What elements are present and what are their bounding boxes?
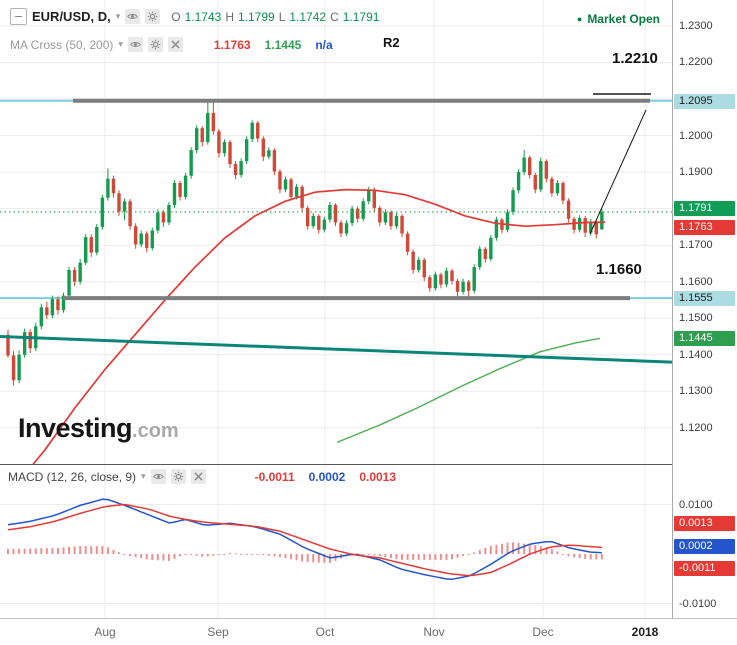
settings-gear-icon[interactable] — [170, 469, 186, 484]
high-label: H — [225, 9, 234, 24]
ohlc-readout: O 1.1743 H 1.1799 L 1.1742 C 1.1791 — [171, 10, 379, 24]
price-scale-badge: 1.1763 — [674, 220, 735, 235]
ma-cross-label[interactable]: MA Cross (50, 200) — [10, 37, 114, 52]
time-axis-label: 2018 — [631, 625, 659, 639]
open-value: 1.1743 — [184, 9, 222, 24]
symbol-title[interactable]: EUR/USD, D, — [32, 9, 111, 24]
macd-scale-badge: 0.0002 — [674, 539, 735, 554]
close-value: 1.1791 — [342, 9, 380, 24]
chevron-down-icon[interactable]: ▾ — [118, 39, 123, 49]
investing-logo: Investing .com — [18, 413, 179, 444]
macd-chart-canvas[interactable] — [0, 465, 672, 618]
price-scale-badge: 1.1555 — [674, 291, 735, 306]
macd-panel: MACD (12, 26, close, 9) ▾ -0.0011 0.0002… — [0, 465, 672, 618]
price-scale[interactable]: 1.2300 1.2200 1.2000 1.1900 1.1700 1.1600 1.15… — [672, 0, 737, 618]
market-open-dot-icon: ● — [576, 14, 583, 24]
ma-cross-values: 1.1763 1.1445 n/a — [214, 38, 333, 52]
macd-histogram-value: -0.0011 — [254, 469, 295, 484]
time-axis-label: Sep — [207, 625, 229, 639]
price-scale-badge: 1.1791 — [674, 201, 735, 216]
collapse-panel-icon[interactable] — [10, 8, 27, 25]
close-label: C — [330, 9, 339, 24]
chevron-down-icon[interactable]: ▾ — [141, 471, 146, 481]
macd-line-value: 0.0002 — [308, 469, 346, 484]
price-scale-label: 1.1900 — [679, 166, 713, 178]
ma-cross-indicator-row: MA Cross (50, 200) ▾ 1.1763 1.1445 n/a — [10, 37, 333, 52]
macd-scale-label: -0.0100 — [679, 598, 717, 610]
panel-divider[interactable] — [0, 464, 737, 465]
time-axis-label: Nov — [423, 625, 445, 639]
symbol-header: EUR/USD, D, ▾ O 1.1743 H 1.1799 L 1.1742… — [10, 8, 379, 25]
logo-suffix: .com — [132, 420, 179, 442]
price-scale-badge: 1.2095 — [674, 94, 735, 109]
macd-scale-label: 0.0100 — [679, 499, 713, 511]
logo-text: Investing — [18, 413, 133, 443]
high-value: 1.1799 — [237, 9, 275, 24]
time-axis-label: Dec — [532, 625, 554, 639]
main-chart-panel: R2 1.2210 1.1660 EUR/USD, D, ▾ O 1.1743 H … — [0, 0, 672, 464]
close-icon[interactable] — [190, 469, 206, 484]
macd-values: -0.0011 0.0002 0.0013 — [255, 470, 396, 484]
svg-text:1.1660: 1.1660 — [596, 261, 642, 278]
price-scale-label: 1.1200 — [679, 422, 713, 434]
price-scale-label: 1.2200 — [679, 56, 713, 68]
settings-gear-icon[interactable] — [147, 37, 163, 52]
visibility-eye-icon[interactable] — [127, 37, 143, 52]
price-chart-canvas[interactable]: R2 1.2210 1.1660 — [0, 0, 672, 464]
ma50-value: 1.1763 — [213, 37, 251, 52]
price-scale-label: 1.1300 — [679, 385, 713, 397]
low-value: 1.1742 — [289, 9, 327, 24]
macd-label[interactable]: MACD (12, 26, close, 9) — [8, 469, 137, 484]
time-axis-label: Oct — [315, 625, 335, 639]
svg-text:1.2210: 1.2210 — [612, 50, 658, 67]
macd-scale-badge: 0.0013 — [674, 516, 735, 531]
close-icon[interactable] — [167, 37, 183, 52]
ma200-value: 1.1445 — [264, 37, 302, 52]
market-status: ● Market Open — [577, 12, 660, 26]
price-scale-label: 1.1500 — [679, 312, 713, 324]
time-axis-label: Aug — [94, 625, 116, 639]
price-scale-badge: 1.1445 — [674, 331, 735, 346]
price-scale-label: 1.1400 — [679, 349, 713, 361]
macd-signal-value: 0.0013 — [359, 469, 397, 484]
macd-indicator-row: MACD (12, 26, close, 9) ▾ -0.0011 0.0002… — [8, 469, 396, 484]
visibility-eye-icon[interactable] — [125, 9, 141, 24]
chevron-down-icon[interactable]: ▾ — [115, 11, 121, 21]
price-scale-label: 1.2300 — [679, 20, 713, 32]
price-scale-label: 1.2000 — [679, 130, 713, 142]
open-label: O — [171, 9, 181, 24]
svg-text:R2: R2 — [383, 35, 400, 50]
visibility-eye-icon[interactable] — [150, 469, 166, 484]
ma-cross-signal-value: n/a — [315, 37, 333, 52]
settings-gear-icon[interactable] — [145, 9, 161, 24]
price-scale-label: 1.1700 — [679, 239, 713, 251]
price-scale-label: 1.1600 — [679, 276, 713, 288]
market-status-text: Market Open — [587, 12, 660, 26]
time-axis[interactable]: Aug Sep Oct Nov Dec 2018 — [0, 618, 737, 645]
low-label: L — [278, 9, 286, 24]
macd-scale-badge: -0.0011 — [674, 561, 735, 576]
